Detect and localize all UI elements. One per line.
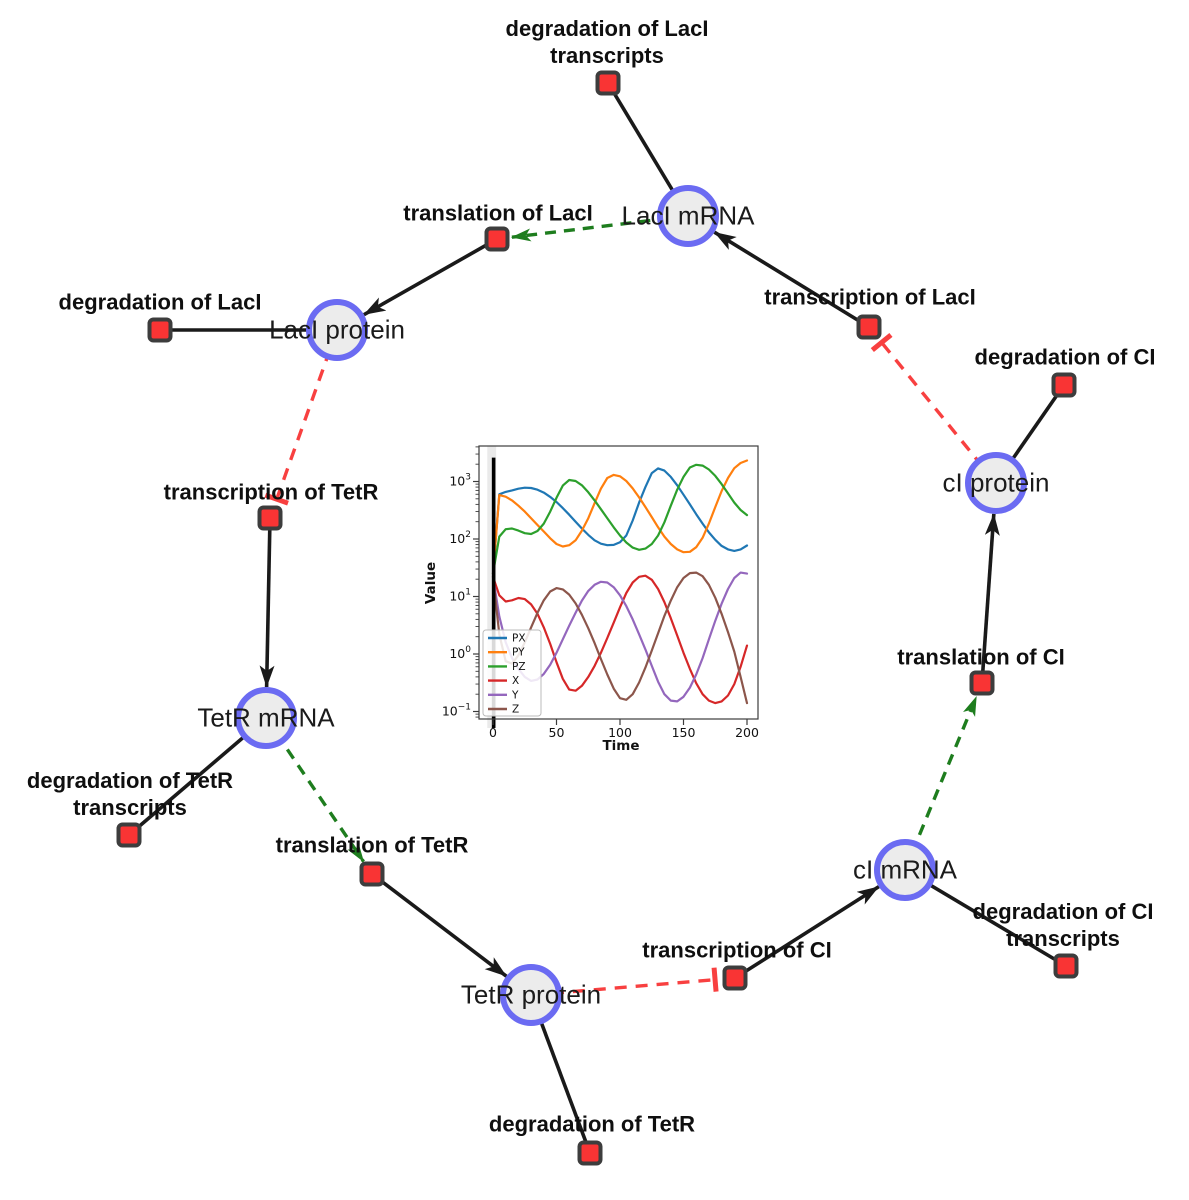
x-tick-label: 50	[549, 725, 565, 740]
reaction-node-deg-laci-tx[interactable]	[595, 70, 621, 96]
reaction-label-deg-laci-tx: degradation of LacI transcripts	[505, 16, 709, 68]
series-line-PX	[491, 467, 749, 575]
edge-transcription-laci-to-laci-mrna	[713, 230, 870, 329]
reaction-label-transcription-tetr: transcription of TetR	[163, 479, 379, 505]
reaction-label-deg-ci: degradation of CI	[974, 344, 1156, 370]
edge-translation-laci-to-laci-protein	[363, 237, 498, 317]
y-tick-label: 103	[449, 473, 471, 489]
legend-label-X: X	[512, 675, 519, 687]
reaction-node-deg-ci[interactable]	[1051, 372, 1077, 398]
y-tick-label: 100	[449, 645, 471, 661]
legend-label-PY: PY	[512, 647, 525, 659]
series-line-PY	[491, 459, 749, 575]
series-line-Z	[491, 571, 749, 705]
reaction-label-deg-ci-tx: degradation of CI transcripts	[972, 899, 1154, 951]
species-node-tetr-protein[interactable]	[500, 964, 562, 1026]
species-label-ci-protein: cI protein	[942, 467, 1050, 498]
species-label-tetr-mrna: TetR mRNA	[197, 702, 335, 733]
reaction-node-deg-laci[interactable]	[147, 317, 173, 343]
legend-label-Y: Y	[511, 689, 519, 701]
reaction-label-deg-tetr: degradation of TetR	[488, 1111, 696, 1137]
edge-translation-tetr-to-tetr-protein	[370, 872, 508, 978]
x-tick-label: 150	[672, 725, 696, 740]
legend-label-PX: PX	[512, 633, 526, 645]
reaction-label-translation-ci: translation of CI	[897, 644, 1065, 670]
y-tick-label: 10−1	[442, 703, 471, 719]
reaction-node-transcription-tetr[interactable]	[257, 505, 283, 531]
reaction-node-deg-ci-tx[interactable]	[1053, 953, 1079, 979]
inset-plot: 0 50 100 150 200 103 102 101 100 10−1 PX PY PZ XYZ Ti…	[425, 445, 759, 754]
reaction-node-deg-tetr-tx[interactable]	[116, 822, 142, 848]
reaction-node-translation-laci[interactable]	[484, 226, 510, 252]
reaction-label-translation-tetr: translation of TetR	[275, 832, 469, 858]
x-tick-label: 200	[735, 725, 759, 740]
chart-legend: PX PY PZ XYZ	[482, 629, 542, 717]
species-label-laci-protein: LacI protein	[269, 314, 405, 345]
reaction-node-transcription-ci[interactable]	[722, 965, 748, 991]
legend-label-PZ: PZ	[512, 661, 526, 673]
x-axis-label: Time	[602, 738, 639, 754]
reaction-label-deg-tetr-tx: degradation of TetR transcripts	[26, 768, 234, 820]
series-line-PZ	[491, 463, 749, 575]
reaction-node-transcription-laci[interactable]	[856, 314, 882, 340]
species-label-ci-mrna: cI mRNA	[853, 854, 957, 885]
series-line-X	[491, 574, 749, 705]
reaction-label-transcription-laci: transcription of LacI	[764, 284, 976, 310]
legend-label-Z: Z	[512, 704, 519, 716]
edge-ci-mrna-to-translation-ci	[903, 695, 978, 871]
y-tick-label: 101	[449, 588, 471, 604]
edge-transcription-tetr-to-tetr-mrna	[259, 517, 275, 688]
reaction-label-transcription-ci: transcription of CI	[642, 937, 832, 963]
species-node-tetr-mrna[interactable]	[235, 687, 297, 749]
species-node-ci-mrna[interactable]	[874, 839, 936, 901]
species-label-laci-mrna: LacI mRNA	[621, 200, 755, 231]
reaction-node-translation-tetr[interactable]	[359, 861, 385, 887]
y-axis-label: Value	[425, 562, 439, 604]
edge-translation-ci-to-ci-protein	[980, 513, 1000, 684]
reaction-node-translation-ci[interactable]	[969, 670, 995, 696]
reaction-node-deg-tetr[interactable]	[577, 1140, 603, 1166]
species-node-laci-mrna[interactable]	[657, 185, 719, 247]
x-tick-label: 0	[489, 725, 497, 740]
reaction-label-translation-laci: translation of LacI	[403, 200, 593, 226]
edge-ci-mrna-to-deg-ci-tx	[904, 868, 1067, 968]
initial-band	[487, 446, 497, 728]
species-node-ci-protein[interactable]	[965, 452, 1027, 514]
species-label-tetr-protein: TetR protein	[460, 979, 602, 1010]
species-node-laci-protein[interactable]	[306, 299, 368, 361]
edge-transcription-ci-to-ci-mrna	[734, 885, 880, 980]
reaction-label-deg-laci: degradation of LacI	[58, 289, 262, 315]
x-tick-label: 100	[608, 725, 632, 740]
y-tick-label: 102	[449, 530, 471, 546]
plot-frame	[478, 445, 759, 720]
